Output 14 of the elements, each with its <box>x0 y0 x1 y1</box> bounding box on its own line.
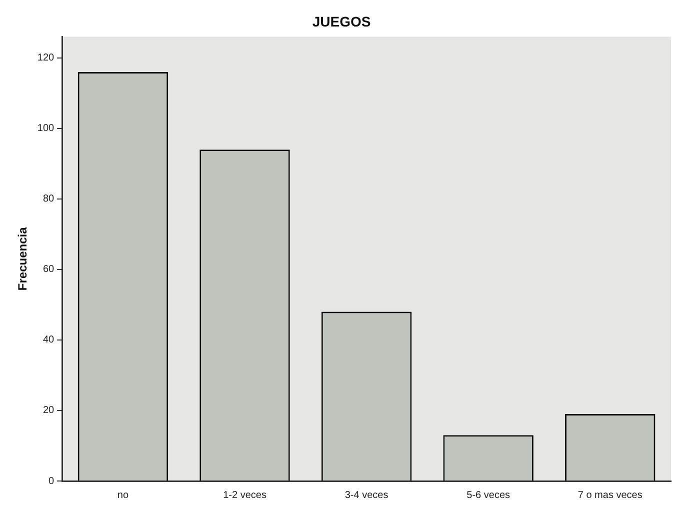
y-tick-label: 80 <box>42 194 55 205</box>
y-tick-label: 20 <box>42 405 55 416</box>
chart-title: JUEGOS <box>312 13 371 30</box>
x-tick-label: 5-6 veces <box>466 490 510 501</box>
x-tick-label: 1-2 veces <box>223 490 266 501</box>
y-tick-label: 60 <box>42 264 55 276</box>
y-tick-label: 120 <box>37 52 55 64</box>
y-tick-label: 40 <box>42 334 55 346</box>
y-axis-title: Frecuencia <box>16 226 30 291</box>
x-tick-label: no <box>117 490 129 501</box>
x-tick-label: 7 o mas veces <box>578 490 642 501</box>
x-tick-label: 3-4 veces <box>344 490 388 501</box>
y-tick-label: 100 <box>37 123 55 134</box>
y-tick-label: 0 <box>48 476 55 487</box>
